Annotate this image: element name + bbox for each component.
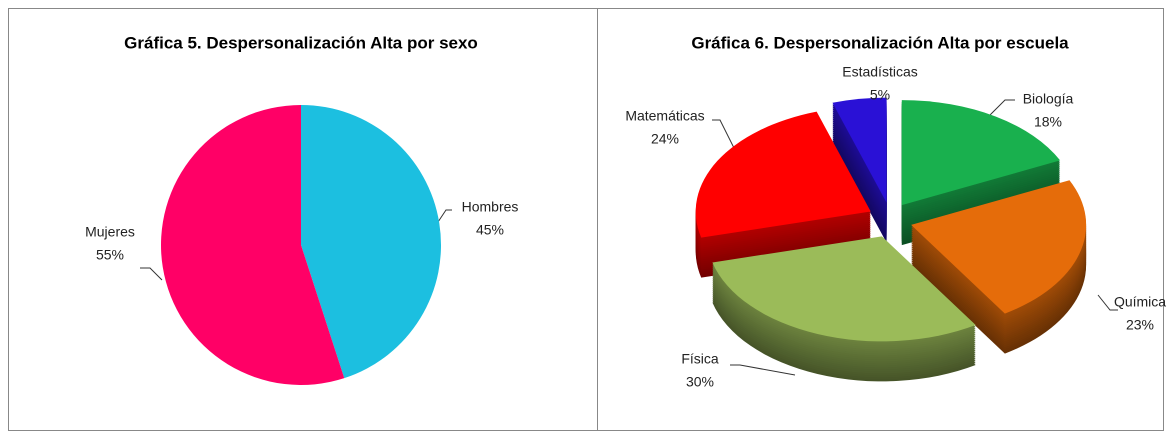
data-label: 23% bbox=[1126, 317, 1154, 333]
data-label: Estadísticas bbox=[842, 64, 917, 80]
pie-slice bbox=[832, 97, 887, 203]
data-label: 30% bbox=[686, 374, 714, 390]
leader-lines bbox=[140, 99, 1118, 376]
pie-slice bbox=[712, 236, 976, 342]
data-label: Hombres bbox=[462, 199, 519, 215]
chart-title: Gráfica 6. Despersonalización Alta por e… bbox=[691, 33, 1069, 52]
data-label: Química bbox=[1114, 294, 1166, 310]
pie-slice bbox=[695, 111, 871, 238]
data-label: Mujeres bbox=[85, 224, 135, 240]
data-label: Matemáticas bbox=[625, 108, 704, 124]
pie-slice bbox=[911, 180, 1087, 314]
data-label: Física bbox=[681, 351, 719, 367]
data-label: 45% bbox=[476, 222, 504, 238]
pie-slice bbox=[161, 105, 345, 386]
pie-slice bbox=[301, 105, 441, 379]
data-label: 24% bbox=[651, 131, 679, 147]
data-label: 5% bbox=[870, 87, 890, 103]
data-label: 18% bbox=[1034, 114, 1062, 130]
data-label: Biología bbox=[1023, 91, 1074, 107]
data-label: 55% bbox=[96, 247, 124, 263]
pie-slice bbox=[901, 100, 1061, 206]
chart-title: Gráfica 5. Despersonalización Alta por s… bbox=[124, 33, 478, 52]
